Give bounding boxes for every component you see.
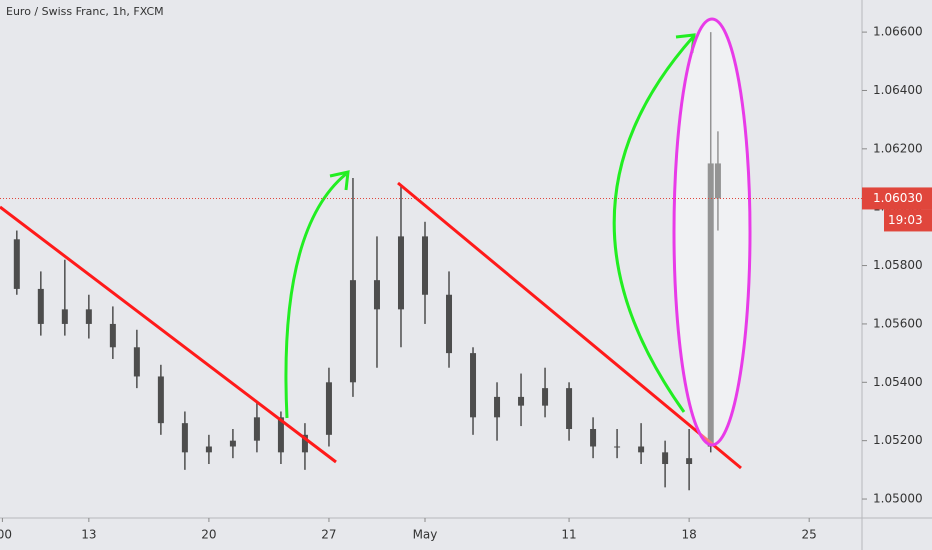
chart-title: Euro / Swiss Franc, 1h, FXCM [6, 5, 164, 18]
candle-body [518, 396, 525, 406]
candle-body [109, 323, 116, 348]
y-tick-label: 1.05000 [873, 492, 923, 506]
candle-body [707, 163, 714, 447]
candle-body [325, 382, 332, 435]
arrow [612, 36, 695, 413]
x-tick-label: 27 [321, 528, 336, 542]
y-tick-label: 1.06200 [873, 141, 923, 155]
candle-body [614, 446, 621, 448]
highlight-ellipse [672, 17, 752, 447]
x-tick-label: :00 [0, 528, 12, 542]
candle-body [157, 376, 164, 424]
y-tick-label: 1.05400 [873, 375, 923, 389]
candle-body [229, 440, 236, 447]
candle-body [421, 236, 428, 295]
trend-line [0, 205, 337, 464]
x-tick-label: 11 [561, 528, 576, 542]
candle-body [13, 239, 20, 289]
y-tick-label: 1.06600 [873, 25, 923, 39]
x-tick-label: May [413, 528, 438, 542]
candle-body [37, 288, 44, 324]
countdown-box [884, 209, 932, 232]
last-price-label: 1.06030 [873, 191, 923, 205]
y-tick-label: 1.06400 [873, 83, 923, 97]
candle-body [253, 417, 260, 441]
y-tick-label: 1.05200 [873, 433, 923, 447]
x-tick-label: 13 [81, 528, 96, 542]
y-tick-label: 1.05800 [873, 258, 923, 272]
candle-body [590, 428, 597, 447]
arrow [284, 172, 347, 419]
candle-body [349, 280, 356, 383]
countdown-label: 19:03 [888, 213, 923, 227]
x-tick-label: 18 [681, 528, 696, 542]
candle-body [277, 417, 284, 453]
candle-body [470, 353, 477, 418]
candle-body [566, 388, 573, 429]
candle-body [205, 446, 212, 453]
plot-area [13, 32, 721, 491]
candle-body [638, 446, 645, 453]
y-tick-label: 1.05600 [873, 316, 923, 330]
candle-body [446, 294, 453, 354]
candle-body [181, 423, 188, 453]
candle-body [397, 236, 404, 310]
candle-body [373, 280, 380, 310]
candle-body [301, 434, 308, 453]
candle-body [714, 163, 721, 199]
candle-body [662, 452, 669, 465]
last-price-box [862, 187, 932, 210]
candle-body [686, 458, 693, 465]
candle-body [133, 347, 140, 377]
candle-body [542, 388, 549, 406]
trend-line [397, 181, 742, 470]
candle-body [494, 396, 501, 418]
candle-body [61, 309, 68, 324]
x-tick-label: 20 [201, 528, 216, 542]
candle-body [85, 309, 92, 324]
arrow-head [329, 170, 350, 191]
x-tick-label: 25 [802, 528, 817, 542]
